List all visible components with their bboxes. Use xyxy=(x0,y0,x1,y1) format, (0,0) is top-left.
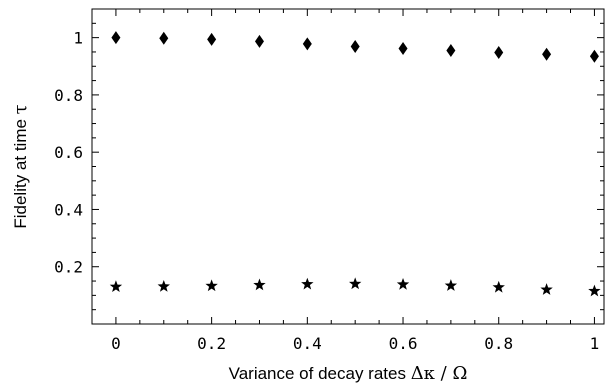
star-point xyxy=(588,284,601,297)
diamond-point xyxy=(111,31,121,45)
diamond-point xyxy=(494,46,504,60)
axis-ticks xyxy=(91,9,604,324)
x-tick-label: 0.8 xyxy=(484,334,513,353)
diamond-point xyxy=(446,44,456,58)
star-point xyxy=(396,277,410,290)
star-point xyxy=(157,279,170,292)
diamond-point xyxy=(398,42,408,56)
diamond-point xyxy=(350,40,360,54)
diamond-point xyxy=(207,32,217,46)
x-tick-label: 0.6 xyxy=(389,334,418,353)
star-point xyxy=(540,283,553,295)
x-tick-label: 0.2 xyxy=(197,334,226,353)
star-point xyxy=(205,279,218,292)
data-marks xyxy=(109,31,601,297)
star-point xyxy=(301,277,314,290)
y-tick-label: 0.8 xyxy=(54,86,83,105)
diamond-point xyxy=(589,49,599,63)
star-point xyxy=(109,280,123,293)
diamond-point xyxy=(254,34,264,48)
diamond-point xyxy=(159,31,169,45)
y-tick-label: 0.6 xyxy=(54,143,83,162)
x-tick-label: 1 xyxy=(590,334,600,353)
diamond-point xyxy=(542,47,552,61)
x-tick-label: 0 xyxy=(111,334,121,353)
x-axis-title: Variance of decay rates Δκ / Ω xyxy=(229,363,468,384)
diamond-point xyxy=(302,37,312,51)
star-point xyxy=(444,279,458,291)
star-point xyxy=(349,277,362,290)
tick-labels: 0 0.2 0.4 0.6 0.8 1 0.2 0.4 0.6 0.8 1 xyxy=(54,29,599,353)
y-tick-label: 0.2 xyxy=(54,258,83,277)
plot-frame xyxy=(91,8,605,325)
star-point xyxy=(492,280,505,293)
star-point xyxy=(253,278,266,291)
y-axis-title: Fidelity at time τ xyxy=(10,104,31,228)
y-tick-label: 0.4 xyxy=(54,200,83,219)
y-tick-label: 1 xyxy=(73,29,83,48)
x-tick-label: 0.4 xyxy=(293,334,322,353)
